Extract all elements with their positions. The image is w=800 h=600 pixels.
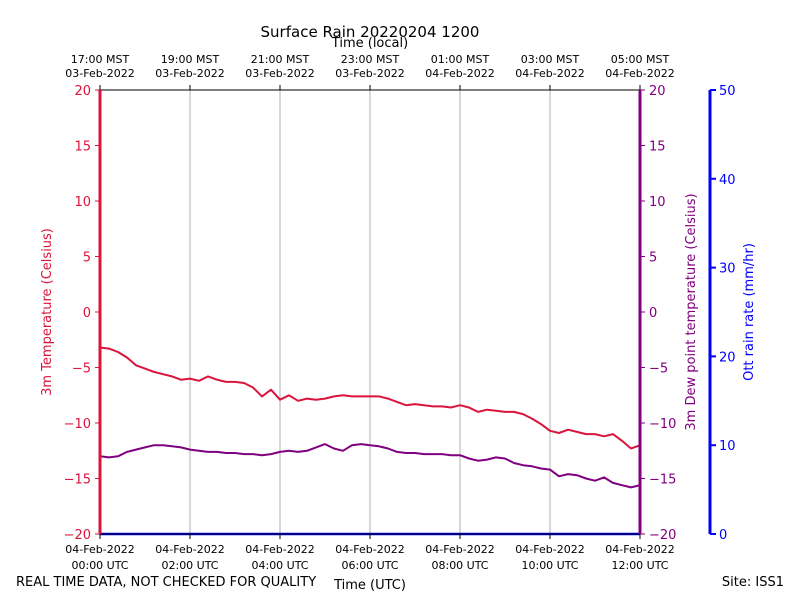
top-tick-date: 04-Feb-2022 — [605, 67, 674, 80]
bottom-tick-date: 04-Feb-2022 — [335, 543, 404, 556]
left-tick-label: 15 — [74, 140, 91, 155]
top-tick-time: 03:00 MST — [521, 53, 580, 66]
right-tick-label: 5 — [649, 251, 657, 266]
series-line-3m-dew-point-temperature — [99, 443, 641, 489]
frame-layer — [98, 89, 712, 535]
tick-layer: −20−15−10−505101520−20−15−10−50510152001… — [64, 53, 736, 572]
left-tick-label: −5 — [72, 362, 91, 377]
bottom-tick-time: 06:00 UTC — [341, 559, 398, 572]
right-tick-label: 0 — [649, 306, 657, 321]
chart-title: Surface Rain 20220204 1200 — [261, 23, 480, 41]
site-label: Site: ISS1 — [721, 575, 784, 590]
bottom-tick-date: 04-Feb-2022 — [65, 543, 134, 556]
rain-tick-label: 30 — [719, 262, 736, 277]
right-tick-label: −20 — [649, 528, 676, 543]
right-tick-label: −15 — [649, 473, 676, 488]
bottom-tick-date: 04-Feb-2022 — [605, 543, 674, 556]
bottom-tick-time: 08:00 UTC — [431, 559, 488, 572]
top-tick-time: 19:00 MST — [161, 53, 220, 66]
bottom-tick-time: 04:00 UTC — [251, 559, 308, 572]
rain-tick-label: 0 — [719, 528, 727, 543]
rain-tick-label: 40 — [719, 173, 736, 188]
left-tick-label: 0 — [83, 306, 91, 321]
bottom-tick-date: 04-Feb-2022 — [245, 543, 314, 556]
quality-disclaimer: REAL TIME DATA, NOT CHECKED FOR QUALITY — [16, 575, 317, 590]
top-tick-date: 04-Feb-2022 — [425, 67, 494, 80]
right-tick-label: 10 — [649, 195, 666, 210]
left-tick-label: 10 — [74, 195, 91, 210]
top-tick-time: 05:00 MST — [611, 53, 670, 66]
top-tick-time: 01:00 MST — [431, 53, 490, 66]
bottom-tick-time: 02:00 UTC — [161, 559, 218, 572]
bottom-tick-date: 04-Feb-2022 — [155, 543, 224, 556]
left-tick-label: −15 — [64, 473, 91, 488]
top-axis-label: Time (local) — [331, 36, 408, 51]
bottom-tick-date: 04-Feb-2022 — [425, 543, 494, 556]
left-tick-label: 20 — [74, 84, 91, 99]
right-tick-label: 15 — [649, 140, 666, 155]
rain-tick-label: 20 — [719, 350, 736, 365]
rain-tick-label: 10 — [719, 439, 736, 454]
top-tick-date: 03-Feb-2022 — [65, 67, 134, 80]
left-tick-label: −20 — [64, 528, 91, 543]
rain-axis-label: Ott rain rate (mm/hr) — [742, 243, 757, 381]
top-tick-time: 23:00 MST — [341, 53, 400, 66]
bottom-axis-label: Time (UTC) — [333, 578, 406, 593]
right-tick-label: −10 — [649, 417, 676, 432]
top-tick-date: 03-Feb-2022 — [335, 67, 404, 80]
top-tick-date: 04-Feb-2022 — [515, 67, 584, 80]
left-tick-label: 5 — [83, 251, 91, 266]
top-tick-time: 17:00 MST — [71, 53, 130, 66]
bottom-tick-time: 10:00 UTC — [521, 559, 578, 572]
grid-layer — [189, 90, 551, 534]
left-axis-label: 3m Temperature (Celsius) — [40, 228, 55, 396]
bottom-tick-time: 00:00 UTC — [71, 559, 128, 572]
left-tick-label: −10 — [64, 417, 91, 432]
right-tick-label: −5 — [649, 362, 668, 377]
rain-tick-label: 50 — [719, 84, 736, 99]
bottom-tick-time: 12:00 UTC — [611, 559, 668, 572]
top-tick-date: 03-Feb-2022 — [245, 67, 314, 80]
series-line-3m-temperature — [99, 346, 641, 450]
top-tick-date: 03-Feb-2022 — [155, 67, 224, 80]
right-axis-label: 3m Dew point temperature (Celsius) — [684, 193, 699, 430]
bottom-tick-date: 04-Feb-2022 — [515, 543, 584, 556]
right-tick-label: 20 — [649, 84, 666, 99]
top-tick-time: 21:00 MST — [251, 53, 310, 66]
